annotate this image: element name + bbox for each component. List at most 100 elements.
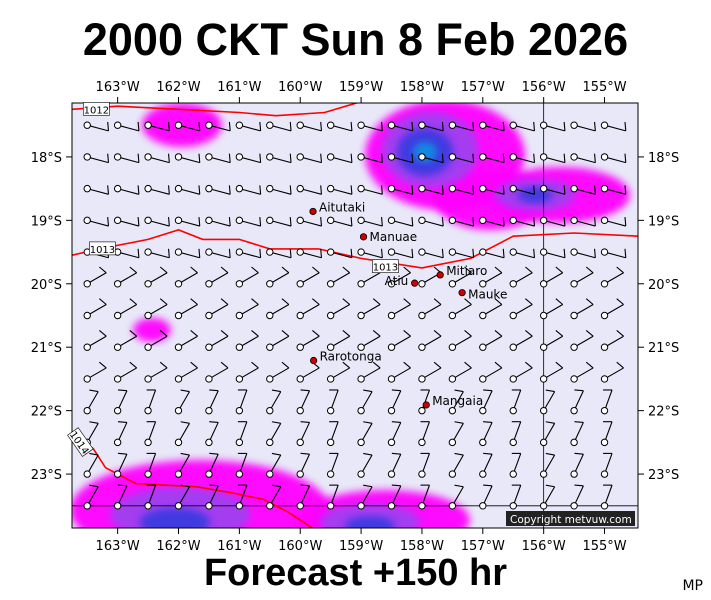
- wind-barb: [205, 248, 231, 259]
- wind-barb: [509, 248, 536, 259]
- wind-barb: [387, 484, 402, 510]
- wind-barb: [448, 330, 472, 351]
- wind-barb: [448, 389, 464, 415]
- wind-barb: [448, 121, 475, 132]
- wind-barb: [266, 266, 290, 288]
- wind-barb: [235, 330, 259, 351]
- wind-barb: [174, 153, 201, 164]
- isobar-label: 1013: [89, 241, 116, 256]
- place-dot: [359, 233, 368, 241]
- wind-barb: [418, 389, 430, 415]
- wind-barb: [509, 216, 536, 227]
- wind-barb: [326, 266, 351, 288]
- wind-barb: [387, 361, 411, 383]
- wind-barb: [357, 216, 383, 227]
- wind-barb: [205, 452, 219, 478]
- wind-barb: [600, 153, 627, 164]
- lat-tick-label-right: 22°S: [648, 405, 679, 420]
- rain-area: [345, 516, 395, 528]
- map-frame: [71, 102, 639, 529]
- wind-barb: [326, 298, 351, 320]
- wind-barb: [83, 121, 110, 132]
- wind-barb: [113, 484, 128, 510]
- wind-barb: [479, 330, 503, 351]
- wind-barb: [387, 421, 402, 447]
- wind-barb: [387, 266, 411, 288]
- wind-barb: [387, 452, 402, 478]
- wind-barb: [296, 266, 320, 288]
- wind-barb: [296, 298, 320, 320]
- wind-barb: [113, 121, 140, 132]
- wind-barb: [600, 421, 613, 447]
- wind-barb: [448, 298, 472, 320]
- wind-barb: [174, 121, 201, 132]
- wind-barb: [83, 298, 107, 320]
- wind-barb: [113, 389, 128, 415]
- isobar-value: 1013: [373, 263, 398, 274]
- wind-barb: [144, 452, 157, 478]
- isobar-value: 1013: [90, 245, 115, 256]
- lon-tick-label-top: 156°W: [522, 80, 566, 95]
- wind-barb: [418, 248, 444, 259]
- wind-barb: [448, 216, 475, 227]
- wind-barb: [357, 298, 381, 320]
- wind-barb: [509, 298, 533, 320]
- wind-barb: [326, 421, 339, 447]
- wind-barb: [235, 216, 262, 227]
- lon-tick-label-top: 161°W: [217, 80, 261, 95]
- wind-barb: [296, 121, 323, 132]
- wind-barb: [296, 248, 323, 259]
- lon-tick-label-bottom: 160°W: [278, 539, 322, 554]
- wind-barb: [387, 121, 414, 132]
- wind-barb: [235, 421, 248, 447]
- lat-tick-label-right: 18°S: [648, 151, 679, 166]
- lat-tick-label-left: 20°S: [31, 278, 62, 293]
- place-manuae: Manuae: [359, 230, 417, 244]
- wind-barb: [326, 184, 353, 195]
- wind-barb: [479, 452, 493, 478]
- place-label: Mangaia: [432, 394, 483, 408]
- place-dot: [310, 356, 318, 365]
- place-aitutaki: Aitutaki: [309, 200, 365, 216]
- lon-tick-label-top: 159°W: [339, 80, 383, 95]
- lon-tick-label-bottom: 155°W: [582, 539, 626, 554]
- place-dot: [309, 207, 317, 216]
- wind-barb: [144, 184, 170, 195]
- wind-barb: [357, 121, 383, 132]
- lon-tick-label-bottom: 156°W: [522, 539, 566, 554]
- wind-barb: [539, 184, 566, 195]
- place-mangaia: Mangaia: [422, 394, 483, 409]
- wind-barb: [600, 361, 624, 383]
- wind-barb: [296, 484, 311, 510]
- lat-tick-label-right: 20°S: [648, 278, 679, 293]
- wind-barb: [387, 330, 411, 351]
- wind-barb: [326, 484, 339, 510]
- forecast-title: 2000 CKT Sun 8 Feb 2026: [82, 14, 629, 65]
- wind-barb: [539, 298, 564, 320]
- wind-barb: [205, 153, 231, 164]
- lon-tick-label-top: 155°W: [582, 80, 626, 95]
- wind-barb: [144, 484, 157, 510]
- forecast-hour: Forecast +150 hr: [203, 552, 508, 594]
- wind-barb: [235, 452, 248, 478]
- isobar-label: 1013: [372, 259, 399, 274]
- wind-barb: [266, 421, 282, 447]
- lat-tick-label-left: 19°S: [31, 214, 62, 229]
- wind-barb: [326, 248, 353, 259]
- wind-barb: [479, 484, 493, 510]
- wind-barb: [113, 421, 128, 447]
- wind-barb: [174, 389, 190, 415]
- copyright-box: Copyright metvuw.com: [506, 511, 635, 526]
- wind-barb: [539, 248, 566, 259]
- wind-barb: [174, 452, 190, 478]
- wind-barb: [266, 452, 282, 478]
- wind-barb: [326, 361, 351, 383]
- wind-barb: [266, 330, 290, 351]
- wind-barb: [570, 298, 594, 320]
- wind-barb: [326, 121, 353, 132]
- place-mauke: Mauke: [458, 288, 507, 302]
- wind-barb: [144, 248, 170, 259]
- wind-barb: [83, 330, 107, 351]
- wind-barb: [83, 361, 107, 383]
